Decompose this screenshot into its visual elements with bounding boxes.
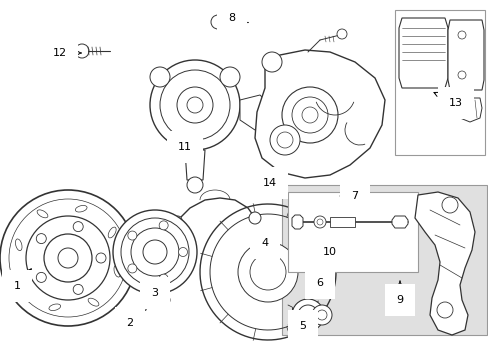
Ellipse shape <box>16 239 22 251</box>
Polygon shape <box>414 192 474 335</box>
Circle shape <box>311 305 331 325</box>
Circle shape <box>186 177 203 193</box>
Bar <box>394 10 484 155</box>
Circle shape <box>36 234 46 244</box>
Circle shape <box>73 222 83 231</box>
Text: 5: 5 <box>299 316 306 331</box>
Circle shape <box>262 105 278 121</box>
Text: 1: 1 <box>14 269 31 291</box>
Circle shape <box>127 231 137 240</box>
Circle shape <box>160 295 170 305</box>
Circle shape <box>249 254 285 290</box>
Circle shape <box>248 212 261 224</box>
Text: 11: 11 <box>178 137 192 152</box>
Circle shape <box>336 29 346 39</box>
Text: 9: 9 <box>396 281 403 305</box>
Text: 3: 3 <box>151 282 160 298</box>
Circle shape <box>0 190 136 326</box>
Circle shape <box>73 284 83 294</box>
Circle shape <box>113 210 197 294</box>
Circle shape <box>127 264 137 273</box>
Ellipse shape <box>88 298 99 306</box>
Circle shape <box>159 274 168 283</box>
Bar <box>282 185 486 335</box>
Circle shape <box>313 216 325 228</box>
Circle shape <box>457 71 465 79</box>
Circle shape <box>297 305 317 325</box>
Polygon shape <box>291 215 303 229</box>
Circle shape <box>75 44 89 58</box>
Text: 6: 6 <box>316 276 323 288</box>
Polygon shape <box>449 98 481 122</box>
Circle shape <box>220 67 240 87</box>
Polygon shape <box>307 263 324 287</box>
Circle shape <box>436 302 452 318</box>
Ellipse shape <box>108 227 116 238</box>
Circle shape <box>269 125 299 155</box>
Bar <box>329 217 354 227</box>
Bar <box>287 192 417 272</box>
Circle shape <box>159 221 168 230</box>
Text: 14: 14 <box>256 178 277 188</box>
Circle shape <box>58 248 78 268</box>
Polygon shape <box>254 50 384 178</box>
Text: 8: 8 <box>221 13 235 23</box>
Ellipse shape <box>37 210 48 218</box>
Ellipse shape <box>20 278 28 289</box>
Circle shape <box>96 253 106 263</box>
Polygon shape <box>447 20 483 90</box>
Polygon shape <box>184 150 204 180</box>
Circle shape <box>238 242 297 302</box>
Text: 7: 7 <box>340 191 358 201</box>
Circle shape <box>174 216 182 224</box>
Circle shape <box>186 97 203 113</box>
Circle shape <box>316 310 326 320</box>
Circle shape <box>291 299 324 331</box>
Text: 12: 12 <box>53 48 81 58</box>
Circle shape <box>142 240 167 264</box>
Text: 10: 10 <box>323 247 336 257</box>
Circle shape <box>178 248 187 256</box>
Circle shape <box>311 247 319 255</box>
Polygon shape <box>391 216 407 228</box>
Polygon shape <box>398 18 447 88</box>
Circle shape <box>262 52 282 72</box>
Text: 4: 4 <box>260 238 268 252</box>
Text: 2: 2 <box>126 306 147 328</box>
Circle shape <box>441 197 457 213</box>
Polygon shape <box>240 95 274 130</box>
Circle shape <box>150 60 240 150</box>
Text: 13: 13 <box>433 93 462 108</box>
Ellipse shape <box>114 265 121 277</box>
Circle shape <box>150 67 170 87</box>
Circle shape <box>36 273 46 282</box>
Ellipse shape <box>75 206 87 212</box>
Ellipse shape <box>49 304 61 311</box>
Circle shape <box>210 15 224 29</box>
Circle shape <box>457 31 465 39</box>
Circle shape <box>282 87 337 143</box>
